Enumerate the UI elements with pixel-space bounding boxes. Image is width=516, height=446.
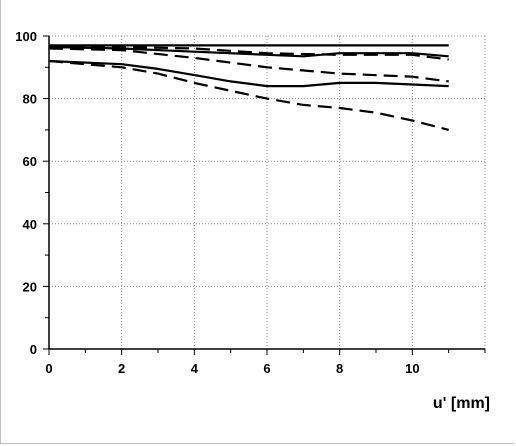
y-tick-label: 100	[15, 29, 37, 44]
series-line-2	[48, 45, 449, 58]
y-tick-label: 80	[23, 92, 37, 107]
x-tick-label: 4	[191, 361, 199, 376]
y-tick-label: 60	[23, 154, 37, 169]
y-tick-label: 0	[30, 342, 37, 357]
x-axis-label: u' [mm]	[433, 395, 490, 412]
grid-lines	[49, 35, 486, 349]
series-line-5	[48, 59, 449, 88]
series-lines	[48, 44, 449, 131]
y-tick-label: 40	[23, 217, 37, 232]
series-line-4	[48, 47, 449, 83]
tick-labels: 0 20 40 60 80 100 0 2 4 6 8 10	[15, 29, 419, 376]
x-tick-label: 10	[405, 361, 419, 376]
x-tick-label: 6	[263, 361, 270, 376]
x-tick-label: 8	[336, 361, 343, 376]
series-line-6	[48, 59, 449, 131]
axes	[43, 35, 486, 355]
y-tick-label: 20	[23, 279, 37, 294]
x-tick-label: 0	[45, 361, 52, 376]
series-line-3	[49, 45, 449, 61]
x-tick-label: 2	[118, 361, 125, 376]
